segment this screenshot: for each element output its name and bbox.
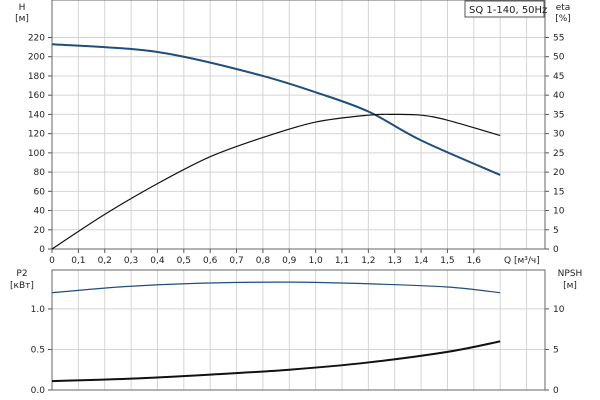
right-tick-label: 5 — [553, 226, 559, 236]
x-tick-label: 1,5 — [440, 256, 454, 266]
eta-axis-unit: [%] — [555, 14, 571, 24]
left-tick-label: 140 — [28, 110, 45, 120]
right-tick-label: 10 — [553, 305, 565, 315]
left-tick-label: 20 — [34, 226, 46, 236]
x-tick-label: 0,3 — [124, 256, 138, 266]
x-tick-label: 0,8 — [256, 256, 271, 266]
h-axis-unit: [м] — [15, 14, 29, 24]
right-tick-label: 10 — [553, 207, 565, 217]
left-tick-label: 0 — [39, 245, 45, 255]
right-tick-label: 50 — [553, 53, 565, 63]
right-tick-label: 0 — [553, 245, 559, 255]
right-tick-label: 40 — [553, 91, 565, 101]
npsh-axis-label: NPSH — [558, 269, 583, 279]
x-tick-label: 1,4 — [414, 256, 429, 266]
plot-frame — [51, 0, 546, 250]
x-tick-label: 1,1 — [335, 256, 349, 266]
x-tick-label: 1,2 — [361, 256, 375, 266]
x-tick-label: 0,6 — [203, 256, 218, 266]
x-tick-label: 0,7 — [229, 256, 243, 266]
right-tick-label: 35 — [553, 110, 564, 120]
x-tick-label: 1,6 — [467, 256, 482, 266]
x-tick-label: 1,0 — [308, 256, 323, 266]
left-tick-label: 60 — [34, 187, 46, 197]
right-tick-label: 15 — [553, 187, 564, 197]
right-tick-label: 55 — [553, 33, 564, 43]
plot-frame — [51, 269, 546, 391]
left-tick-label: 0.5 — [31, 345, 45, 355]
p2-axis-label: P2 — [16, 269, 27, 279]
right-tick-label: 30 — [553, 130, 565, 140]
p2-axis-unit: [кВт] — [10, 281, 34, 291]
x-tick-label: 0 — [49, 256, 55, 266]
efficiency-curve — [51, 113, 501, 250]
left-tick-label: 200 — [28, 53, 45, 63]
x-tick-label: 0,1 — [71, 256, 85, 266]
power-p2-curve — [51, 281, 501, 294]
x-tick-label: 0,9 — [282, 256, 297, 266]
legend-box: SQ 1-140, 50Hz — [464, 0, 547, 18]
eta-axis-label: eta — [556, 3, 571, 13]
right-tick-label: 5 — [553, 345, 559, 355]
left-tick-label: 1.0 — [31, 305, 46, 315]
legend-text: SQ 1-140, 50Hz — [469, 5, 547, 16]
right-tick-label: 0 — [553, 386, 559, 396]
left-tick-label: 80 — [34, 168, 46, 178]
left-tick-label: 160 — [28, 91, 45, 101]
left-tick-label: 100 — [28, 149, 45, 159]
x-tick-label: 0,4 — [150, 256, 165, 266]
x-tick-label: 0,2 — [98, 256, 112, 266]
x-axis-label: Q [м³/ч] — [504, 256, 540, 266]
right-tick-label: 20 — [553, 168, 565, 178]
x-tick-label: 1,3 — [388, 256, 402, 266]
left-tick-label: 0.0 — [31, 386, 46, 396]
head-curve — [51, 43, 501, 176]
x-tick-label: 0,5 — [177, 256, 191, 266]
right-tick-label: 25 — [553, 149, 564, 159]
left-tick-label: 220 — [28, 33, 45, 43]
npsh-axis-unit: [м] — [563, 281, 577, 291]
npsh-curve — [51, 340, 501, 383]
power-npsh-plot: 0.0 0.5 1.0 0 5 10 — [31, 269, 565, 396]
head-efficiency-plot: 0 20 40 60 80 100 120 140 160 180 200 220 0 5 10 15 20 25… — [28, 0, 565, 266]
h-axis-label: H — [19, 3, 26, 13]
left-tick-label: 180 — [28, 72, 45, 82]
right-tick-label: 45 — [553, 72, 564, 82]
left-tick-label: 40 — [34, 207, 46, 217]
left-tick-label: 120 — [28, 130, 45, 140]
